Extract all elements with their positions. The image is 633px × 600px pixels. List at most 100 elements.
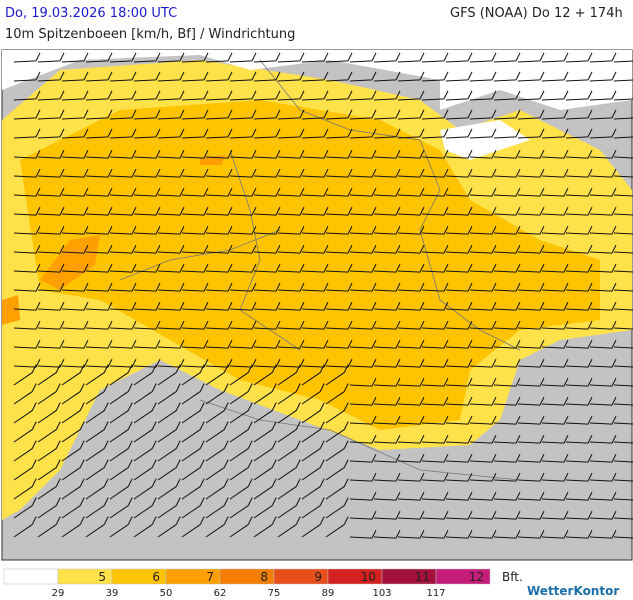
wind-barb [109,339,137,349]
wind-barb [421,225,449,235]
wind-barb [157,225,185,235]
wind-barb [613,289,633,292]
wind-barb [325,244,353,254]
wind-barb [133,497,157,519]
wind-barb [373,225,401,235]
wind-barb [157,516,181,538]
wind-barb [13,109,41,120]
wind-barb [493,282,521,292]
wind-barb [181,459,205,481]
wind-barb [133,364,157,386]
wind-barb [589,244,617,254]
wind-barb [157,128,185,139]
wind-barb [37,516,61,538]
wind-barb [541,339,569,349]
wind-barb [325,339,353,349]
wind-barb [205,402,229,424]
wind-barb [421,301,449,311]
wind-barb [565,263,593,273]
wind-barb [61,149,89,159]
wind-barb [373,71,401,82]
wind-barb [541,168,569,178]
wind-barb [253,109,281,120]
wind-barb [61,478,85,500]
wind-barb [469,263,497,273]
wind-barb [565,109,593,120]
wind-barb [325,421,349,443]
wind-barb [517,415,545,425]
wind-barb [565,71,593,82]
wind-barb [421,187,449,197]
wind-barb [349,168,377,178]
wind-barb [589,71,617,82]
wind-barb [541,472,569,482]
wind-barb [301,282,329,292]
wind-barb [517,472,545,482]
wind-barb [253,364,277,386]
wind-barb [253,263,281,273]
wind-barb [349,434,377,444]
wind-barb [325,364,349,386]
wind-barb [349,52,377,63]
wind-barb [517,109,545,120]
wind-barb [541,358,569,368]
wind-barb [181,383,205,405]
wind-barb [229,358,257,368]
wind-barb [565,168,593,178]
wind-barb [253,71,281,82]
wind-barb [85,440,109,462]
wind-barb [565,453,593,463]
wind-barb [205,516,229,538]
legend-kmh-label: 75 [268,588,281,599]
wind-barb [397,187,425,197]
wind-barb [493,71,521,82]
wind-barb [421,377,449,387]
subtitle: 10m Spitzenboeen [km/h, Bf] / Windrichtu… [5,27,296,42]
wind-barb [397,225,425,235]
wind-barb [61,320,89,330]
wind-barb [277,225,305,235]
wind-barb [157,339,185,349]
wind-barb [229,516,253,538]
wind-barb [109,187,137,197]
wind-barb [589,282,617,292]
wind-barb [61,244,89,254]
wind-barb [37,497,61,519]
wind-barb [181,421,205,443]
wind-barb [109,402,133,424]
legend-kmh-label: 103 [372,588,391,599]
calm-area [2,50,632,160]
wind-barb [301,225,329,235]
wind-barb [61,516,85,538]
wind-barb [565,320,593,330]
wind-barb [277,358,305,368]
wind-barb [517,187,545,197]
legend-kmh-label: 39 [106,588,119,599]
wind-barb [469,282,497,292]
wind-barb [205,225,233,235]
gust-area-7 [2,155,225,325]
wind-barb [157,282,185,292]
wind-barb [157,440,181,462]
wind-barb [61,263,89,273]
wind-barb [157,206,185,216]
wind-barb [109,168,137,178]
wind-barb [61,206,89,216]
wind-barb [397,396,425,406]
wind-barb [541,263,569,273]
wind-barb [157,421,181,443]
wind-barb [301,358,329,368]
wind-barb [181,497,205,519]
wind-barb [325,187,353,197]
wind-barb [541,453,569,463]
wind-barb [181,206,209,216]
wind-barb [85,206,113,216]
wind-barb [421,71,449,82]
wind-barb [13,402,37,424]
wind-barb [541,510,569,520]
wind-barb [613,365,633,368]
wind-barb [469,244,497,254]
wind-barb [469,339,497,349]
wind-barb [205,459,229,481]
